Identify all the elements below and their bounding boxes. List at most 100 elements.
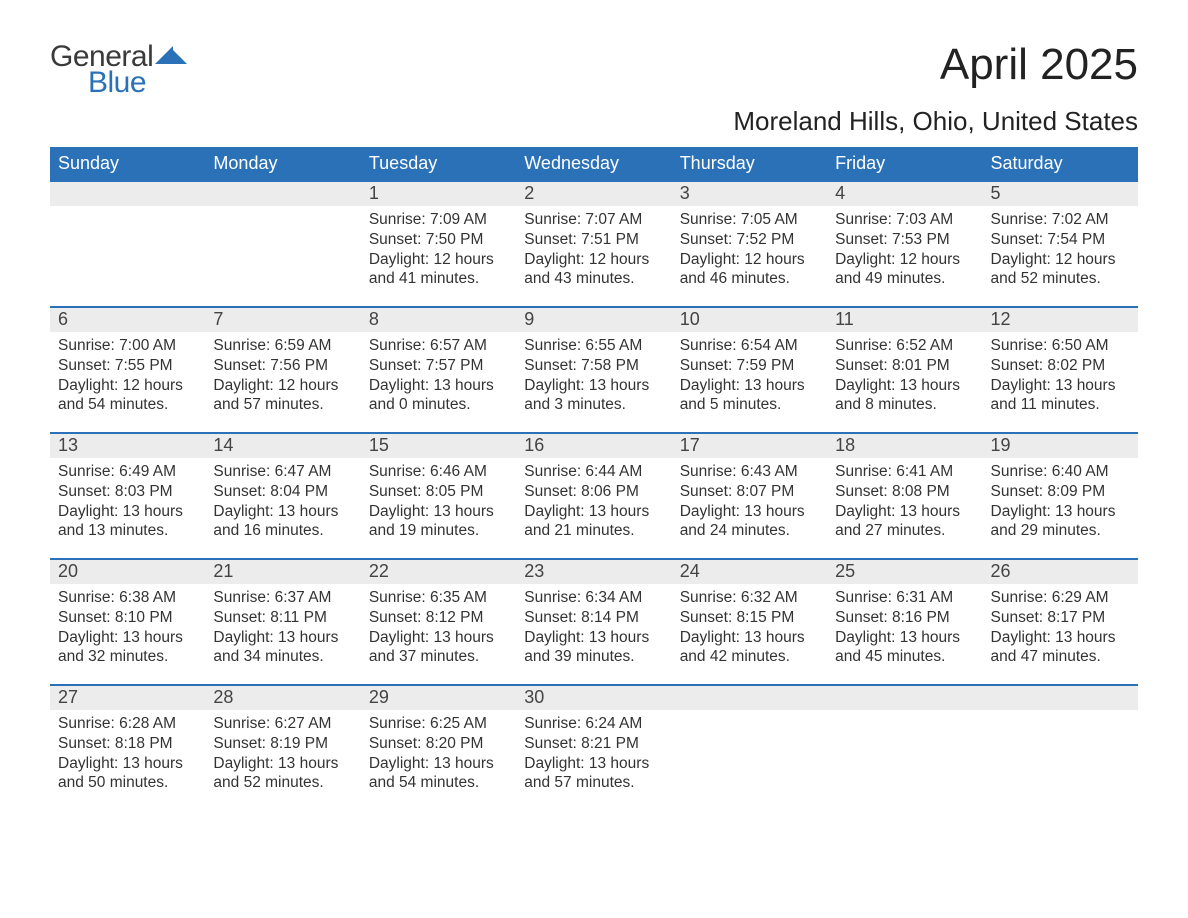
day-number: 25 bbox=[827, 560, 982, 584]
day-header-cell: Monday bbox=[205, 147, 360, 180]
brand-text-2: Blue bbox=[88, 66, 153, 100]
day-body: Sunrise: 7:00 AMSunset: 7:55 PMDaylight:… bbox=[50, 332, 205, 423]
daylight-text: Daylight: 13 hours and 50 minutes. bbox=[58, 754, 197, 794]
week-row: 6Sunrise: 7:00 AMSunset: 7:55 PMDaylight… bbox=[50, 306, 1138, 432]
day-cell: 20Sunrise: 6:38 AMSunset: 8:10 PMDayligh… bbox=[50, 560, 205, 684]
sunset-text: Sunset: 8:15 PM bbox=[680, 608, 819, 628]
location-text: Moreland Hills, Ohio, United States bbox=[50, 106, 1138, 137]
day-number: 6 bbox=[50, 308, 205, 332]
day-cell: 15Sunrise: 6:46 AMSunset: 8:05 PMDayligh… bbox=[361, 434, 516, 558]
day-body: Sunrise: 6:44 AMSunset: 8:06 PMDaylight:… bbox=[516, 458, 671, 549]
sunset-text: Sunset: 8:14 PM bbox=[524, 608, 663, 628]
daylight-text: Daylight: 13 hours and 57 minutes. bbox=[524, 754, 663, 794]
day-header-cell: Saturday bbox=[983, 147, 1138, 180]
sunrise-text: Sunrise: 6:40 AM bbox=[991, 462, 1130, 482]
sunrise-text: Sunrise: 6:54 AM bbox=[680, 336, 819, 356]
daylight-text: Daylight: 13 hours and 42 minutes. bbox=[680, 628, 819, 668]
day-body: Sunrise: 6:55 AMSunset: 7:58 PMDaylight:… bbox=[516, 332, 671, 423]
day-number: 7 bbox=[205, 308, 360, 332]
sunrise-text: Sunrise: 7:09 AM bbox=[369, 210, 508, 230]
daylight-text: Daylight: 13 hours and 13 minutes. bbox=[58, 502, 197, 542]
sunrise-text: Sunrise: 6:47 AM bbox=[213, 462, 352, 482]
sunrise-text: Sunrise: 6:59 AM bbox=[213, 336, 352, 356]
sunrise-text: Sunrise: 7:02 AM bbox=[991, 210, 1130, 230]
day-number: 24 bbox=[672, 560, 827, 584]
day-body: Sunrise: 6:41 AMSunset: 8:08 PMDaylight:… bbox=[827, 458, 982, 549]
sunset-text: Sunset: 7:50 PM bbox=[369, 230, 508, 250]
day-body: Sunrise: 6:46 AMSunset: 8:05 PMDaylight:… bbox=[361, 458, 516, 549]
day-body: Sunrise: 7:03 AMSunset: 7:53 PMDaylight:… bbox=[827, 206, 982, 297]
daylight-text: Daylight: 13 hours and 0 minutes. bbox=[369, 376, 508, 416]
day-header-row: SundayMondayTuesdayWednesdayThursdayFrid… bbox=[50, 147, 1138, 180]
sunrise-text: Sunrise: 6:50 AM bbox=[991, 336, 1130, 356]
brand-logo: General Blue bbox=[50, 40, 189, 100]
sunrise-text: Sunrise: 7:03 AM bbox=[835, 210, 974, 230]
day-cell: 29Sunrise: 6:25 AMSunset: 8:20 PMDayligh… bbox=[361, 686, 516, 810]
sunset-text: Sunset: 8:01 PM bbox=[835, 356, 974, 376]
day-header-cell: Wednesday bbox=[516, 147, 671, 180]
day-body: Sunrise: 6:50 AMSunset: 8:02 PMDaylight:… bbox=[983, 332, 1138, 423]
day-number: 13 bbox=[50, 434, 205, 458]
day-number: 21 bbox=[205, 560, 360, 584]
daylight-text: Daylight: 13 hours and 32 minutes. bbox=[58, 628, 197, 668]
sunset-text: Sunset: 8:20 PM bbox=[369, 734, 508, 754]
day-body: Sunrise: 6:52 AMSunset: 8:01 PMDaylight:… bbox=[827, 332, 982, 423]
day-cell bbox=[983, 686, 1138, 810]
day-number: 20 bbox=[50, 560, 205, 584]
day-header-cell: Sunday bbox=[50, 147, 205, 180]
sunset-text: Sunset: 7:58 PM bbox=[524, 356, 663, 376]
daylight-text: Daylight: 13 hours and 45 minutes. bbox=[835, 628, 974, 668]
daylight-text: Daylight: 12 hours and 54 minutes. bbox=[58, 376, 197, 416]
day-body: Sunrise: 6:34 AMSunset: 8:14 PMDaylight:… bbox=[516, 584, 671, 675]
daylight-text: Daylight: 13 hours and 34 minutes. bbox=[213, 628, 352, 668]
sunrise-text: Sunrise: 6:27 AM bbox=[213, 714, 352, 734]
daylight-text: Daylight: 13 hours and 11 minutes. bbox=[991, 376, 1130, 416]
daylight-text: Daylight: 12 hours and 41 minutes. bbox=[369, 250, 508, 290]
day-cell: 7Sunrise: 6:59 AMSunset: 7:56 PMDaylight… bbox=[205, 308, 360, 432]
sunset-text: Sunset: 7:59 PM bbox=[680, 356, 819, 376]
day-number: 18 bbox=[827, 434, 982, 458]
day-body: Sunrise: 6:28 AMSunset: 8:18 PMDaylight:… bbox=[50, 710, 205, 801]
day-cell: 27Sunrise: 6:28 AMSunset: 8:18 PMDayligh… bbox=[50, 686, 205, 810]
sunrise-text: Sunrise: 6:52 AM bbox=[835, 336, 974, 356]
daylight-text: Daylight: 12 hours and 43 minutes. bbox=[524, 250, 663, 290]
weeks-container: 1Sunrise: 7:09 AMSunset: 7:50 PMDaylight… bbox=[50, 180, 1138, 810]
day-cell: 25Sunrise: 6:31 AMSunset: 8:16 PMDayligh… bbox=[827, 560, 982, 684]
day-cell: 28Sunrise: 6:27 AMSunset: 8:19 PMDayligh… bbox=[205, 686, 360, 810]
day-cell: 5Sunrise: 7:02 AMSunset: 7:54 PMDaylight… bbox=[983, 182, 1138, 306]
day-header-cell: Friday bbox=[827, 147, 982, 180]
day-number: 22 bbox=[361, 560, 516, 584]
day-number: 2 bbox=[516, 182, 671, 206]
daylight-text: Daylight: 12 hours and 49 minutes. bbox=[835, 250, 974, 290]
sunrise-text: Sunrise: 6:25 AM bbox=[369, 714, 508, 734]
day-body: Sunrise: 6:49 AMSunset: 8:03 PMDaylight:… bbox=[50, 458, 205, 549]
sunset-text: Sunset: 8:12 PM bbox=[369, 608, 508, 628]
sunset-text: Sunset: 7:53 PM bbox=[835, 230, 974, 250]
day-cell: 16Sunrise: 6:44 AMSunset: 8:06 PMDayligh… bbox=[516, 434, 671, 558]
day-number: 27 bbox=[50, 686, 205, 710]
sunset-text: Sunset: 8:21 PM bbox=[524, 734, 663, 754]
day-number: 4 bbox=[827, 182, 982, 206]
sunset-text: Sunset: 7:55 PM bbox=[58, 356, 197, 376]
sunrise-text: Sunrise: 6:55 AM bbox=[524, 336, 663, 356]
daylight-text: Daylight: 13 hours and 29 minutes. bbox=[991, 502, 1130, 542]
sunrise-text: Sunrise: 6:41 AM bbox=[835, 462, 974, 482]
day-number: 29 bbox=[361, 686, 516, 710]
day-cell: 18Sunrise: 6:41 AMSunset: 8:08 PMDayligh… bbox=[827, 434, 982, 558]
sunrise-text: Sunrise: 6:35 AM bbox=[369, 588, 508, 608]
sunrise-text: Sunrise: 6:28 AM bbox=[58, 714, 197, 734]
day-body: Sunrise: 7:09 AMSunset: 7:50 PMDaylight:… bbox=[361, 206, 516, 297]
day-body: Sunrise: 7:02 AMSunset: 7:54 PMDaylight:… bbox=[983, 206, 1138, 297]
sunset-text: Sunset: 8:05 PM bbox=[369, 482, 508, 502]
sunset-text: Sunset: 8:07 PM bbox=[680, 482, 819, 502]
sunrise-text: Sunrise: 6:31 AM bbox=[835, 588, 974, 608]
day-number: 8 bbox=[361, 308, 516, 332]
day-body: Sunrise: 6:35 AMSunset: 8:12 PMDaylight:… bbox=[361, 584, 516, 675]
daylight-text: Daylight: 12 hours and 57 minutes. bbox=[213, 376, 352, 416]
sunset-text: Sunset: 8:02 PM bbox=[991, 356, 1130, 376]
day-cell bbox=[50, 182, 205, 306]
header-row: General Blue April 2025 bbox=[50, 40, 1138, 100]
sunset-text: Sunset: 7:51 PM bbox=[524, 230, 663, 250]
sunset-text: Sunset: 8:19 PM bbox=[213, 734, 352, 754]
day-cell: 30Sunrise: 6:24 AMSunset: 8:21 PMDayligh… bbox=[516, 686, 671, 810]
